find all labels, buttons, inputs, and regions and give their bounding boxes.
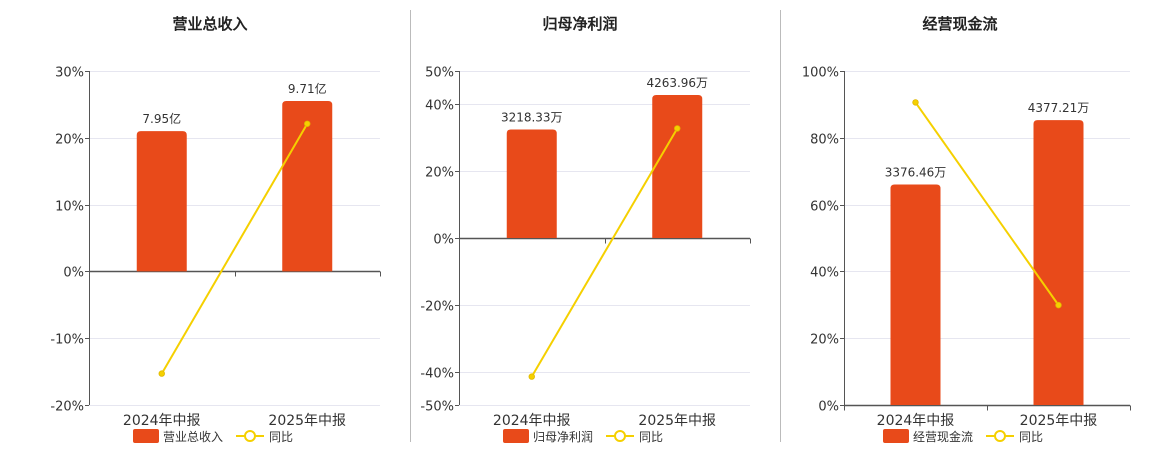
- bar-data-label: 7.95亿: [142, 111, 181, 126]
- bar: [506, 129, 557, 238]
- y-tick-label: 40%: [810, 266, 839, 281]
- bar-data-label: 3376.46万: [885, 166, 947, 180]
- bar: [1033, 120, 1084, 406]
- y-tick-label: 0%: [63, 266, 84, 281]
- bar: [652, 95, 703, 238]
- legend-bar-swatch: [133, 429, 159, 443]
- legend-bar-label: 归母净利润: [533, 430, 593, 444]
- legend-line-marker: [614, 430, 626, 442]
- yoy-line: [530, 127, 679, 378]
- legend-line-label: 同比: [1019, 430, 1043, 444]
- chart-title: 营业总收入: [172, 15, 247, 33]
- legend-line-label: 同比: [269, 430, 293, 444]
- legend-bar-label: 经营现金流: [913, 429, 973, 444]
- bar-data-label: 4263.96万: [646, 76, 708, 90]
- y-tick-label: 60%: [810, 200, 839, 215]
- y-tick-label: 20%: [810, 333, 839, 348]
- bar: [136, 131, 187, 272]
- chart-operating-cashflow: 0% 20% 40% 60% 80% 100% 2024年中报 2025年中报 3376.46万…: [802, 15, 1131, 444]
- yoy-point: [912, 99, 919, 106]
- chart-title: 归母净利润: [542, 15, 617, 33]
- chart-revenue: -20% -10% 0% 10% 20% 30% 2024年中报 2025年中报 7.95亿 9.…: [50, 15, 381, 444]
- plot-area: -20% -10% 0% 10% 20% 30% 2024年中报 2025年中报 7.95亿 9.…: [50, 66, 381, 443]
- x-tick-label: 2025年中报: [638, 413, 716, 429]
- legend-line-label: 同比: [639, 430, 663, 444]
- yoy-point: [528, 373, 535, 380]
- legend-bar-label: 营业总收入: [163, 430, 223, 444]
- yoy-line: [160, 123, 309, 375]
- bar-data-label: 9.71亿: [288, 81, 327, 96]
- y-tick-label: 40%: [425, 99, 454, 114]
- yoy-line: [914, 101, 1060, 306]
- x-tick-label: 2024年中报: [493, 413, 571, 429]
- y-tick-label: 0%: [433, 233, 454, 248]
- yoy-point: [674, 125, 681, 132]
- legend-line-marker: [994, 430, 1006, 442]
- legend-bar-swatch: [503, 429, 529, 443]
- x-tick-label: 2024年中报: [877, 413, 955, 429]
- yoy-point: [158, 370, 165, 377]
- plot-area: 0% 20% 40% 60% 80% 100% 2024年中报 2025年中报 3376.46万…: [802, 66, 1131, 443]
- y-tick-label: 100%: [802, 66, 839, 81]
- x-tick-label: 2025年中报: [1020, 413, 1098, 429]
- y-tick-label: -50%: [420, 400, 454, 415]
- y-tick-label: 20%: [425, 166, 454, 181]
- y-tick-label: -20%: [420, 300, 454, 315]
- y-tick-label: 80%: [810, 133, 839, 148]
- bar-data-label: 3218.33万: [501, 110, 563, 124]
- y-tick-label: 20%: [55, 133, 84, 148]
- plot-area: -50% -40% -20% 0% 20% 40% 50% 2024年中报 2025年中报 321…: [420, 66, 751, 443]
- y-tick-label: 0%: [818, 400, 839, 415]
- bar-data-label: 4377.21万: [1028, 101, 1090, 115]
- y-tick-label: 10%: [55, 200, 84, 215]
- chart-title: 经营现金流: [922, 15, 997, 33]
- legend-bar-swatch: [883, 429, 909, 443]
- yoy-point: [1055, 301, 1062, 309]
- y-tick-label: 50%: [425, 66, 454, 81]
- y-tick-label: 30%: [55, 66, 84, 81]
- bar: [890, 184, 941, 405]
- x-tick-label: 2025年中报: [268, 413, 346, 429]
- yoy-point: [304, 120, 311, 127]
- y-tick-label: -40%: [420, 367, 454, 382]
- legend-line-marker: [244, 430, 256, 442]
- chart-net-profit: -50% -40% -20% 0% 20% 40% 50% 2024年中报 2025年中报 321…: [420, 15, 751, 444]
- y-tick-label: -20%: [50, 400, 84, 415]
- y-tick-label: -10%: [50, 333, 84, 348]
- x-tick-label: 2024年中报: [123, 413, 201, 429]
